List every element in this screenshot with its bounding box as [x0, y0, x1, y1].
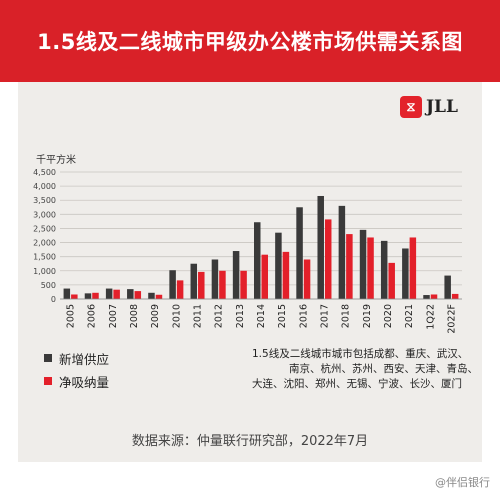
x-tick-label: 2018	[341, 304, 352, 328]
legend-label-supply: 新增供应	[59, 351, 110, 367]
bar-absorption	[155, 294, 163, 299]
x-tick-label: 2006	[87, 304, 98, 328]
cities-note-line: 大连、沈阳、郑州、无锡、宁波、长沙、厦门	[252, 378, 462, 390]
bar-absorption	[261, 254, 268, 299]
x-tick-label: 2013	[235, 304, 246, 328]
cities-note: 1.5线及二线城市城市包括成都、重庆、武汉、 南京、杭州、苏州、西安、天津、青岛…	[252, 347, 478, 392]
y-tick-label: 1,500	[33, 253, 56, 262]
bar-absorption	[198, 271, 205, 299]
bar-supply	[84, 293, 92, 299]
x-tick-label: 2020	[383, 304, 394, 328]
x-tick-label: 2021	[404, 304, 415, 328]
jll-logo-icon: ⧖	[400, 96, 422, 118]
bar-absorption	[92, 292, 99, 299]
cities-note-line: 南京、杭州、苏州、西安、天津、青岛、	[289, 363, 478, 375]
bar-absorption	[113, 289, 120, 299]
x-tick-label: 2019	[362, 304, 373, 328]
y-axis-unit: 千平方米	[36, 155, 76, 166]
bar-absorption	[409, 237, 417, 299]
bar-absorption	[430, 294, 438, 299]
bar-absorption	[134, 291, 142, 299]
bar-supply	[148, 292, 155, 299]
bar-absorption	[71, 294, 78, 299]
bar-supply	[254, 222, 261, 299]
source-note: 数据来源：仲量联行研究部，2022年7月	[131, 433, 369, 449]
bar-supply	[127, 289, 134, 299]
chart-title: 1.5线及二线城市甲级办公楼市场供需关系图	[0, 0, 500, 82]
y-tick-label: 2,500	[33, 224, 56, 233]
bar-supply	[338, 205, 346, 299]
bar-supply	[359, 229, 367, 299]
y-tick-label: 0	[51, 295, 56, 304]
cities-note-line: 1.5线及二线城市城市包括成都、重庆、武汉、	[252, 348, 469, 360]
bar-absorption	[219, 270, 226, 299]
bar-absorption	[240, 270, 247, 299]
y-tick-label: 3,500	[33, 196, 56, 205]
bar-absorption	[176, 280, 184, 299]
bar-supply	[105, 288, 113, 299]
x-tick-label: 2008	[129, 304, 140, 328]
x-tick-label: 2005	[66, 304, 77, 328]
y-tick-label: 4,500	[33, 168, 56, 177]
jll-logo-text: JLL	[426, 97, 458, 117]
bar-absorption	[451, 293, 459, 299]
bar-supply	[190, 263, 198, 299]
bar-supply	[317, 195, 324, 299]
x-tick-label: 2014	[256, 304, 267, 328]
jll-logo: ⧖ JLL	[400, 96, 458, 118]
x-tick-label: 2009	[150, 304, 161, 328]
x-tick-label: 2022F	[446, 304, 457, 334]
x-tick-label: 2010	[171, 304, 182, 328]
y-tick-label: 3,000	[33, 210, 56, 219]
bar-absorption	[282, 251, 290, 299]
x-tick-label: 2012	[214, 304, 225, 328]
x-tick-label: 2016	[298, 304, 309, 328]
legend-item-absorption: 净吸纳量	[44, 371, 109, 391]
legend-label-absorption: 净吸纳量	[59, 374, 110, 390]
bar-supply	[275, 232, 282, 299]
bar-supply	[211, 259, 219, 299]
y-tick-label: 500	[41, 281, 56, 290]
bar-supply	[423, 295, 430, 299]
bar-absorption	[367, 237, 374, 299]
bar-absorption	[324, 219, 332, 299]
x-tick-label: 2017	[319, 304, 330, 328]
bar-supply	[380, 240, 388, 299]
bar-absorption	[388, 262, 395, 299]
x-tick-label: 1Q22	[425, 304, 436, 330]
watermark: @伴侣银行	[435, 476, 490, 489]
bar-supply	[444, 275, 451, 299]
bar-supply	[169, 270, 176, 299]
y-tick-label: 4,000	[33, 182, 56, 191]
y-tick-label: 1,000	[33, 267, 56, 276]
bar-supply	[296, 207, 303, 299]
y-tick-label: 2,000	[33, 239, 56, 248]
bar-supply	[402, 248, 409, 299]
legend-swatch-absorption	[44, 377, 52, 385]
x-tick-label: 2007	[108, 304, 119, 328]
bar-supply	[63, 288, 71, 299]
x-tick-label: 2015	[277, 304, 288, 328]
bar-absorption	[346, 234, 353, 299]
legend-item-supply: 新增供应	[44, 348, 109, 368]
bar-absorption	[303, 259, 311, 299]
x-tick-label: 2011	[193, 304, 204, 328]
legend-swatch-supply	[44, 354, 52, 362]
bar-supply	[232, 251, 240, 299]
legend: 新增供应 净吸纳量	[44, 348, 109, 394]
